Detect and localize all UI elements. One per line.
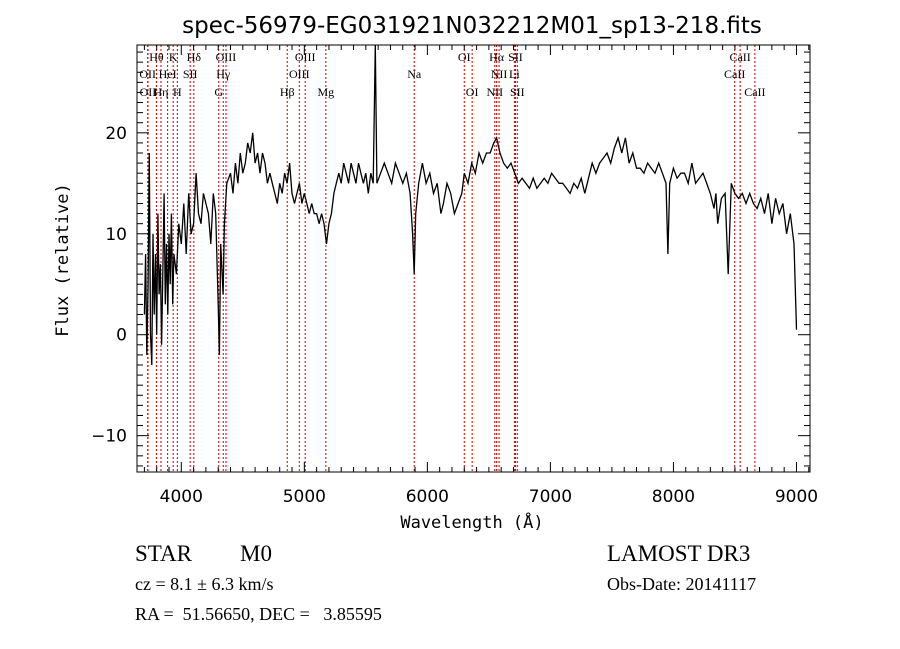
- spectral-line-label: Na: [407, 67, 422, 81]
- spectral-line-markers: [147, 45, 756, 472]
- spectral-line-labels: OIIHθOIIHηHeIKHSIIHδGHγOIIIHβOIIIOIIIMgN…: [139, 50, 765, 99]
- x-tick-label: 5000: [283, 487, 326, 507]
- y-tick-label: 10: [105, 225, 127, 245]
- observation-date: Obs-Date: 20141117: [607, 574, 756, 594]
- spectral-line-label: CaII: [744, 85, 765, 99]
- y-tick-label: 0: [116, 326, 127, 346]
- spectral-line-label: Mg: [318, 85, 335, 99]
- y-tick-label: 20: [105, 124, 127, 144]
- object-subclass: M0: [240, 541, 272, 566]
- spectral-line-label: Hγ: [216, 67, 231, 81]
- spectral-line-label: OIII: [216, 50, 237, 64]
- x-tick-label: 6000: [406, 487, 449, 507]
- y-tick-label: −10: [91, 427, 127, 447]
- spectral-line-label: CaII: [729, 50, 750, 64]
- spectral-line-label: NII: [486, 85, 503, 99]
- x-tick-label: 4000: [160, 487, 203, 507]
- spectral-line-label: OIII: [295, 50, 316, 64]
- ra-dec: RA = 51.56650, DEC = 3.85595: [135, 604, 382, 624]
- x-tick-label: 9000: [775, 487, 818, 507]
- axis-ticks: 4000 5000 6000 7000 8000 9000 −10 0 10 20: [91, 45, 818, 507]
- spectral-line-label: SII: [510, 85, 525, 99]
- spectral-line-label: Hδ: [187, 50, 202, 64]
- spectral-line-label: OI: [466, 85, 479, 99]
- spectral-line-label: Hα: [489, 50, 505, 64]
- spectral-line-label: OII: [139, 67, 156, 81]
- x-tick-label: 8000: [652, 487, 695, 507]
- spectral-line-label: G: [214, 85, 223, 99]
- object-class: STAR: [135, 541, 193, 566]
- spectral-line-label: CaII: [724, 67, 745, 81]
- spectrum-series: [143, 44, 798, 366]
- x-tick-label: 7000: [529, 487, 572, 507]
- y-axis-label: Flux (relative): [53, 183, 73, 337]
- spectral-line-label: OIII: [289, 67, 310, 81]
- spectral-line-label: Li: [509, 67, 520, 81]
- spectral-line-label: Hβ: [280, 85, 295, 99]
- spectral-line-label: HeI: [159, 67, 177, 81]
- spectral-line-label: SII: [183, 67, 198, 81]
- spectral-line-label: NII: [491, 67, 508, 81]
- spectral-line-label: Hθ: [149, 50, 164, 64]
- spectral-line-label: H: [173, 85, 182, 99]
- spectral-line-label: OII: [140, 85, 157, 99]
- spectral-line-label: Hη: [154, 85, 169, 99]
- x-axis-label: Wavelength (Å): [400, 511, 543, 533]
- spectral-line-label: OI: [458, 50, 471, 64]
- spectral-line-label: SII: [508, 50, 523, 64]
- survey-name: LAMOST DR3: [607, 541, 750, 566]
- chart-title: spec-56979-EG031921N032212M01_sp13-218.f…: [182, 13, 762, 39]
- spectral-line-label: K: [169, 50, 178, 64]
- spectrum-line: [143, 44, 798, 366]
- redshift-cz: cz = 8.1 ± 6.3 km/s: [135, 574, 274, 594]
- plot-frame: [136, 44, 811, 473]
